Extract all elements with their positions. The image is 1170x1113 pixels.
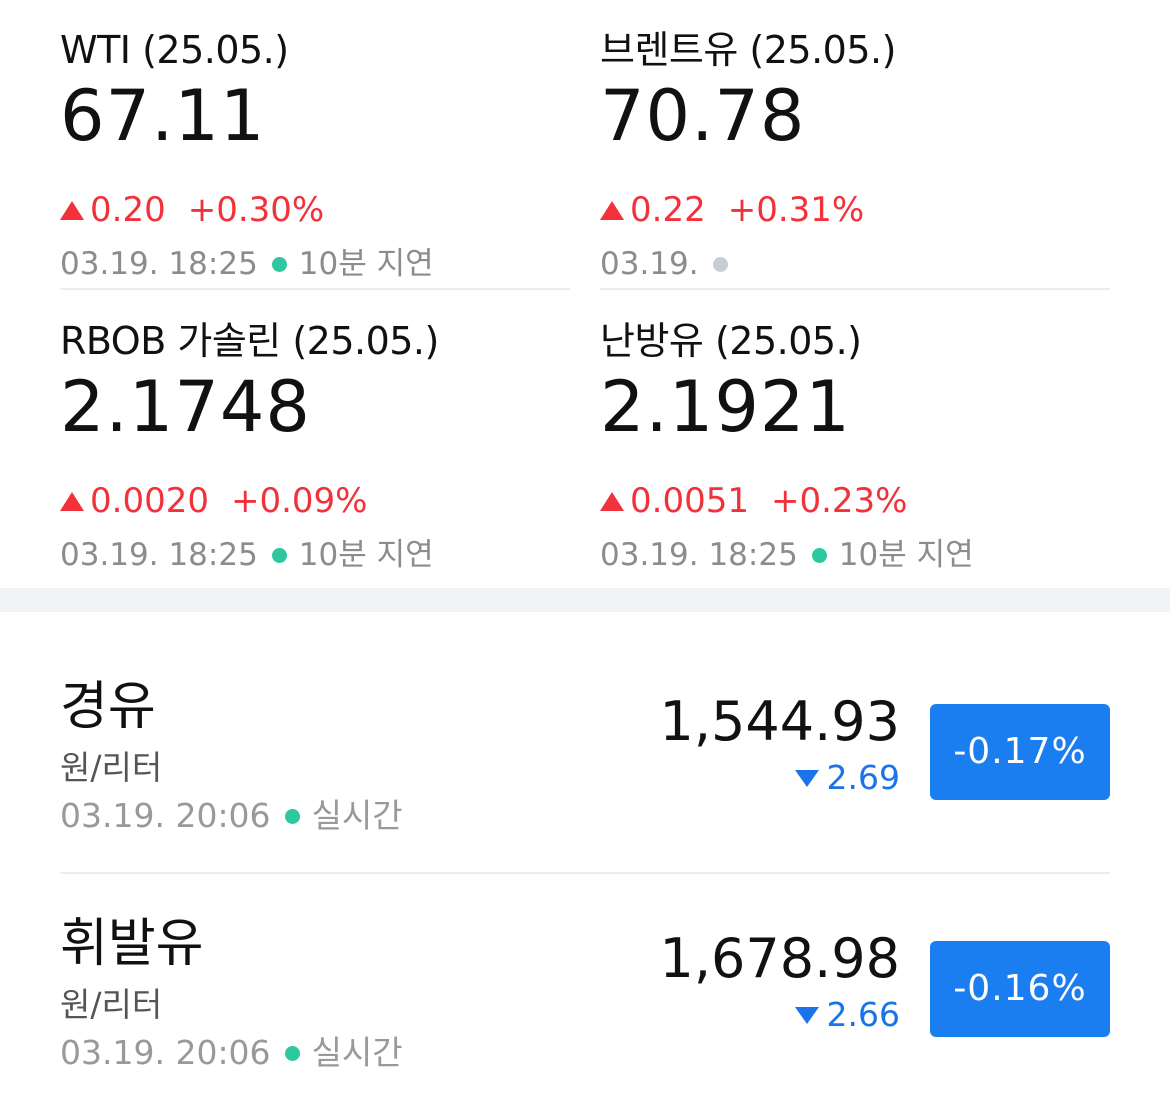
- status-dot-icon: [712, 256, 728, 272]
- fuel-price: 1,678.98: [659, 927, 900, 990]
- up-triangle-icon: [600, 200, 624, 220]
- divider: [600, 288, 1110, 290]
- fuel-meta: 03.19. 20:06 실시간: [60, 1033, 403, 1073]
- section-separator: [0, 588, 1170, 612]
- fuel-row-diesel[interactable]: 경유 원/리터 03.19. 20:06 실시간 1,544.93 2.69 -…: [60, 676, 1110, 876]
- change-value: 0.20: [90, 190, 166, 230]
- quote-status: 10분 지연: [298, 537, 434, 573]
- quote-meta: 03.19. 18:25 10분 지연: [60, 535, 434, 575]
- quote-name: 브렌트유 (25.05.): [600, 28, 896, 72]
- divider: [60, 872, 1110, 874]
- fuel-unit: 원/리터: [60, 748, 163, 787]
- quote-change: 0.20 +0.30%: [60, 190, 324, 230]
- quote-change: 0.22 +0.31%: [600, 190, 864, 230]
- up-triangle-icon: [600, 491, 624, 511]
- status-dot-icon: [811, 547, 827, 563]
- quote-meta: 03.19.: [600, 244, 740, 284]
- quote-name: RBOB 가솔린 (25.05.): [60, 319, 439, 363]
- fuel-status: 실시간: [311, 1033, 403, 1072]
- fuel-name: 휘발유: [60, 914, 204, 974]
- quote-date: 03.19. 18:25: [60, 537, 258, 573]
- fuel-date: 03.19. 20:06: [60, 1033, 271, 1072]
- quote-price: 67.11: [60, 75, 266, 157]
- change-value: 0.22: [630, 190, 706, 230]
- fuel-price: 1,544.93: [659, 690, 900, 753]
- quote-date: 03.19. 18:25: [60, 246, 258, 282]
- status-dot-icon: [284, 1045, 300, 1061]
- quote-date: 03.19.: [600, 246, 699, 282]
- quote-price: 70.78: [600, 75, 806, 157]
- down-triangle-icon: [794, 769, 819, 787]
- quote-name: WTI (25.05.): [60, 28, 289, 72]
- quote-change: 0.0020 +0.09%: [60, 481, 367, 521]
- change-percent: +0.31%: [727, 190, 865, 230]
- change-percent: +0.30%: [187, 190, 325, 230]
- quote-meta: 03.19. 18:25 10분 지연: [60, 244, 434, 284]
- quote-status: 10분 지연: [838, 537, 974, 573]
- fuel-row-gasoline[interactable]: 휘발유 원/리터 03.19. 20:06 실시간 1,678.98 2.66 …: [60, 913, 1110, 1113]
- status-dot-icon: [284, 808, 300, 824]
- status-dot-icon: [271, 256, 287, 272]
- futures-grid: WTI (25.05.) 67.11 0.20 +0.30% 03.19. 18…: [60, 28, 1110, 575]
- fuel-status: 실시간: [311, 796, 403, 835]
- quote-status: 10분 지연: [298, 246, 434, 282]
- fuel-unit: 원/리터: [60, 985, 163, 1024]
- quote-price: 2.1748: [60, 366, 311, 448]
- quote-meta: 03.19. 18:25 10분 지연: [600, 535, 974, 575]
- change-value: 0.0020: [90, 481, 209, 521]
- fuel-change: 2.69: [794, 758, 900, 798]
- quote-date: 03.19. 18:25: [600, 537, 798, 573]
- fuel-meta: 03.19. 20:06 실시간: [60, 796, 403, 836]
- change-value: 0.0051: [630, 481, 749, 521]
- fuel-change-value: 2.69: [826, 758, 900, 797]
- up-triangle-icon: [60, 200, 84, 220]
- quote-price: 2.1921: [600, 366, 851, 448]
- change-percent-badge[interactable]: -0.17%: [930, 704, 1110, 800]
- divider: [60, 288, 570, 290]
- change-percent-badge[interactable]: -0.16%: [930, 941, 1110, 1037]
- fuel-change-value: 2.66: [826, 995, 900, 1034]
- change-percent: +0.09%: [230, 481, 368, 521]
- down-triangle-icon: [794, 1006, 819, 1024]
- fuel-date: 03.19. 20:06: [60, 796, 271, 835]
- quote-change: 0.0051 +0.23%: [600, 481, 907, 521]
- fuel-change: 2.66: [794, 995, 900, 1035]
- status-dot-icon: [271, 547, 287, 563]
- change-percent: +0.23%: [770, 481, 908, 521]
- up-triangle-icon: [60, 491, 84, 511]
- fuel-name: 경유: [60, 677, 156, 737]
- quote-name: 난방유 (25.05.): [600, 319, 862, 363]
